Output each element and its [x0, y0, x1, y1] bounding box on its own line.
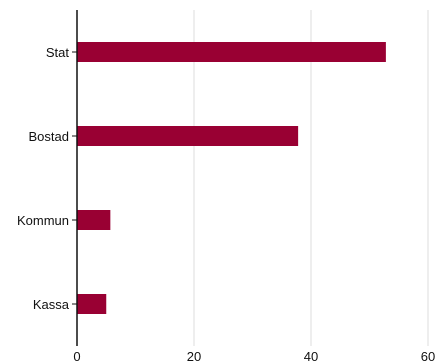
x-tick-label: 0 [73, 349, 80, 364]
x-tick-label: 60 [421, 349, 435, 364]
gridlines [193, 10, 429, 346]
x-tick-label: 40 [304, 349, 318, 364]
bar-stat [77, 42, 386, 62]
labels: 0 20 40 60 Stat Bostad Kommun Kassa [17, 45, 435, 364]
bar-kassa [77, 294, 107, 314]
category-label: Stat [46, 45, 70, 60]
category-label: Kommun [17, 213, 69, 228]
x-tick-label: 20 [187, 349, 201, 364]
axes [72, 10, 78, 346]
bar-bostad [77, 126, 299, 146]
bar-kommun [77, 210, 111, 230]
bars [77, 42, 386, 314]
category-label: Kassa [33, 297, 70, 312]
category-label: Bostad [29, 129, 69, 144]
